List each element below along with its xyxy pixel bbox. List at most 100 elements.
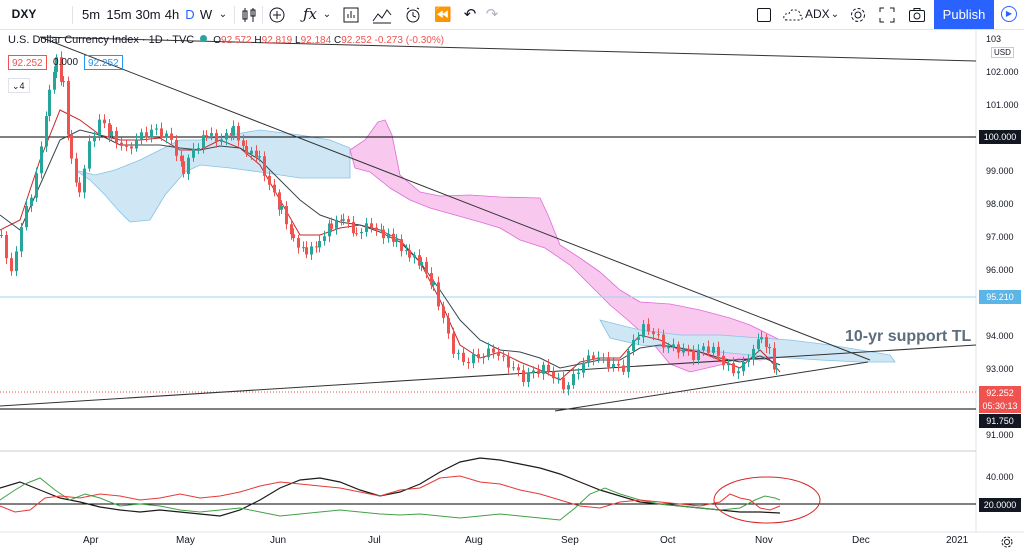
candle-body <box>497 352 500 356</box>
candle-body <box>562 377 565 390</box>
candle-body <box>442 306 445 318</box>
level-91-tag: 91.750 <box>979 414 1021 428</box>
candle-body <box>702 346 705 351</box>
candle-body <box>48 89 51 117</box>
candle-body <box>278 192 281 210</box>
candle-body <box>760 337 763 340</box>
candle-body <box>547 364 550 372</box>
gear-icon[interactable] <box>1000 535 1014 549</box>
price-tick: 91.000 <box>986 430 1014 440</box>
chart-type-icon[interactable] <box>372 6 392 24</box>
candle-body <box>285 206 288 225</box>
candle-body <box>150 129 153 138</box>
candle-body <box>502 355 505 357</box>
candle-body <box>647 324 650 332</box>
candle-body <box>160 128 163 138</box>
publish-button[interactable]: Publish <box>934 0 994 29</box>
interval-5m[interactable]: 5m <box>81 7 101 22</box>
indicators-icon[interactable]: ƒx <box>302 5 317 23</box>
candle-body <box>205 135 208 137</box>
candle-body <box>742 362 745 372</box>
candles-icon[interactable] <box>240 6 258 24</box>
candle-body <box>15 251 18 272</box>
candle-body <box>318 240 321 248</box>
price-tick: 99.000 <box>986 166 1014 176</box>
indicator-count: 4 <box>19 81 25 91</box>
candle-body <box>607 357 610 367</box>
candle-body <box>752 348 755 360</box>
candle-body <box>83 168 86 193</box>
indicator-name[interactable]: ADX <box>805 7 830 21</box>
currency-label[interactable]: USD <box>991 47 1014 58</box>
chevron-down-icon[interactable]: ⌄ <box>218 9 228 20</box>
compare-add-icon[interactable] <box>268 6 286 24</box>
play-circle-icon[interactable]: ▶ <box>1001 6 1017 22</box>
candle-body <box>370 223 373 228</box>
candle-body <box>180 155 183 162</box>
candle-body <box>197 148 200 150</box>
series-title[interactable]: U.S. Dollar Currency Index · 1D · TVC <box>8 34 195 46</box>
candle-body <box>165 133 168 138</box>
candle-body <box>120 142 123 146</box>
candle-body <box>517 367 520 371</box>
candle-body <box>232 126 235 136</box>
price-tick: 102.000 <box>986 67 1019 77</box>
candle-body <box>242 140 245 146</box>
replay-icon[interactable]: ⏪ <box>434 6 452 22</box>
candle-body <box>315 246 318 248</box>
expand-icon[interactable] <box>878 6 896 24</box>
candle-body <box>10 258 13 272</box>
candle-body <box>237 126 240 141</box>
candle-body <box>192 148 195 158</box>
candle-body <box>462 352 465 363</box>
highlight-ellipse <box>713 476 821 524</box>
candle-body <box>115 131 118 143</box>
candle-body <box>597 357 600 360</box>
cloud-layout-icon[interactable] <box>782 7 804 23</box>
divider <box>72 6 73 24</box>
candle-body <box>567 385 570 390</box>
candle-body <box>413 255 416 258</box>
candle-body <box>430 273 433 286</box>
alert-clock-icon[interactable] <box>404 6 422 24</box>
candle-body <box>662 334 665 348</box>
chevron-down-icon[interactable]: ⌄ <box>830 9 840 20</box>
templates-icon[interactable] <box>342 6 360 24</box>
candle-body <box>135 139 138 149</box>
open-value: 92.572 <box>221 35 252 46</box>
interval-30m[interactable]: 30m <box>135 7 161 22</box>
candle-body <box>722 355 725 366</box>
chevron-down-icon[interactable]: ⌄ <box>322 9 332 20</box>
candle-body <box>230 133 233 136</box>
redo-icon[interactable]: ↷ <box>485 6 499 23</box>
candle-body <box>532 370 535 373</box>
close-value: 92.252 <box>341 35 372 46</box>
candle-body <box>637 337 640 340</box>
candle-body <box>687 349 690 351</box>
interval-15m[interactable]: 15m <box>106 7 132 22</box>
candle-body <box>302 247 305 249</box>
candle-body <box>657 334 660 336</box>
candle-body <box>53 71 56 90</box>
candle-body <box>457 352 460 354</box>
change-value: -0.273 (-0.30%) <box>374 35 445 46</box>
candle-body <box>612 363 615 367</box>
candle-body <box>225 133 228 140</box>
candle-body <box>78 182 81 193</box>
gear-icon[interactable] <box>849 6 867 24</box>
candle-body <box>25 206 28 228</box>
candle-body <box>492 348 495 353</box>
symbol-search[interactable]: DXY <box>11 7 37 21</box>
camera-icon[interactable] <box>908 6 926 24</box>
interval-1w[interactable]: W <box>199 7 213 22</box>
candle-body <box>768 347 771 349</box>
candle-body <box>627 350 630 372</box>
interval-4h[interactable]: 4h <box>164 7 180 22</box>
undo-icon[interactable]: ↶ <box>463 6 477 23</box>
collapse-indicators-button[interactable]: ⌄4 <box>8 78 30 93</box>
annotation-text[interactable]: 10-yr support TL <box>845 328 972 345</box>
fullscreen-square-icon[interactable] <box>756 7 772 23</box>
interval-1d[interactable]: D <box>185 7 195 22</box>
divider <box>234 6 235 24</box>
